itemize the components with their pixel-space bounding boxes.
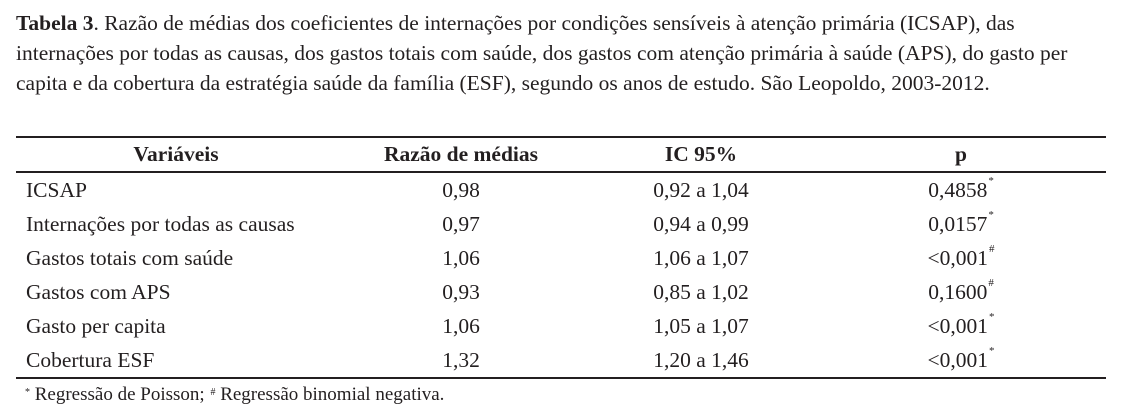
cell-ci: 0,85 a 1,02 [653,279,749,304]
table-row: Gastos totais com saúde 1,06 1,06 a 1,07… [16,241,1106,275]
cell-ratio: 1,06 [442,313,480,338]
cell-p: 0,0157* [816,207,1106,241]
table-row: ICSAP 0,98 0,92 a 1,04 0,4858* [16,172,1106,207]
cell-variable: Internações por todas as causas [26,211,295,236]
cell-ci: 1,06 a 1,07 [653,245,749,270]
p-value: 0,1600 [928,279,988,304]
p-value: <0,001 [927,245,988,270]
footnote-text-binomial: Regressão binomial negativa. [215,384,445,405]
header-ratio: Razão de médias [336,136,586,173]
header-p: p [816,136,1106,173]
cell-ci: 1,05 a 1,07 [653,313,749,338]
results-table-container: Variáveis Razão de médias IC 95% p ICSAP… [16,136,1106,379]
table-row: Gastos com APS 0,93 0,85 a 1,02 0,1600# [16,275,1106,309]
cell-ratio: 0,97 [442,211,480,236]
p-value: <0,001 [927,313,988,338]
cell-p: <0,001* [816,309,1106,343]
table-caption: Tabela 3. Razão de médias dos coeficient… [16,8,1106,98]
header-ci: IC 95% [586,136,816,173]
p-footnote-mark: * [989,344,995,357]
cell-variable: ICSAP [26,177,87,202]
caption-text: . Razão de médias dos coeficientes de in… [16,11,1068,95]
cell-ci: 0,94 a 0,99 [653,211,749,236]
table-footnote: * Regressão de Poisson; # Regressão bino… [24,382,444,408]
cell-variable: Gasto per capita [26,313,166,338]
table-row: Internações por todas as causas 0,97 0,9… [16,207,1106,241]
p-footnote-mark: * [988,208,994,221]
table-header-row: Variáveis Razão de médias IC 95% p [16,136,1106,173]
p-footnote-mark: # [988,276,994,289]
cell-ci: 0,92 a 1,04 [653,177,749,202]
p-footnote-mark: # [989,242,995,255]
p-value: 0,0157 [928,211,988,236]
p-footnote-mark: * [988,174,994,187]
footnote-mark-poisson: * [25,387,30,398]
results-table: Variáveis Razão de médias IC 95% p ICSAP… [16,136,1106,379]
cell-p: 0,1600# [816,275,1106,309]
cell-p: <0,001# [816,241,1106,275]
table-row: Cobertura ESF 1,32 1,20 a 1,46 <0,001* [16,343,1106,379]
cell-ratio: 1,06 [442,245,480,270]
p-value: 0,4858 [928,177,988,202]
header-variables: Variáveis [16,136,336,173]
cell-variable: Cobertura ESF [16,343,336,379]
cell-variable: Gastos com APS [26,279,171,304]
p-value: <0,001 [927,347,988,372]
cell-variable: Gastos totais com saúde [26,245,234,270]
cell-ci: 1,20 a 1,46 [586,343,816,379]
caption-label: Tabela 3 [16,11,94,35]
table-row: Gasto per capita 1,06 1,05 a 1,07 <0,001… [16,309,1106,343]
footnote-mark-binomial: # [210,387,216,398]
cell-p: 0,4858* [816,172,1106,207]
footnote-text-poisson: Regressão de Poisson; [30,384,210,405]
p-footnote-mark: * [989,310,995,323]
cell-ratio: 1,32 [336,343,586,379]
cell-ratio: 0,98 [442,177,480,202]
cell-p: <0,001* [816,343,1106,379]
cell-ratio: 0,93 [442,279,480,304]
